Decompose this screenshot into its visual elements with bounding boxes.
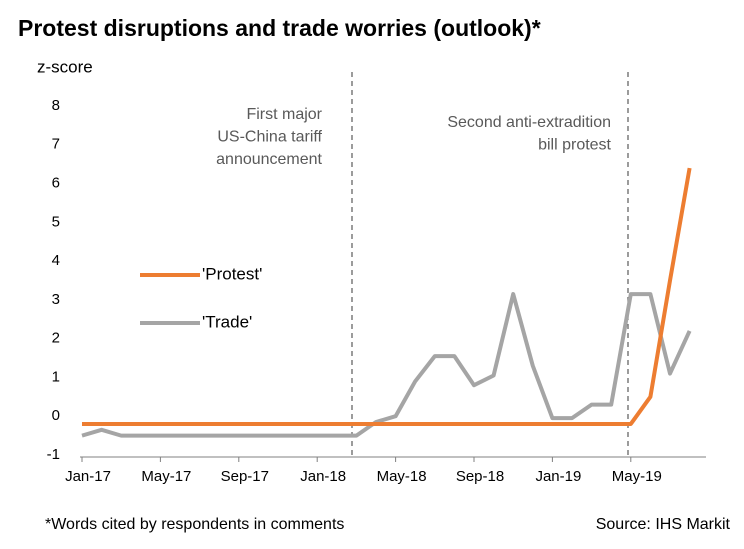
y-tick-label: 6: [52, 175, 60, 192]
x-tick-label: May-18: [377, 468, 427, 485]
y-tick-label: 8: [52, 97, 60, 114]
annotation: First major: [246, 106, 322, 123]
annotation: Second anti-extradition: [447, 114, 611, 131]
y-tick-label: 4: [52, 252, 60, 269]
y-tick-label: 1: [52, 368, 60, 385]
annotation: US-China tariff: [217, 129, 322, 146]
chart-title: Protest disruptions and trade worries (o…: [18, 15, 541, 41]
x-tick-label: Jan-18: [300, 468, 346, 485]
x-tick-label: Sep-17: [221, 468, 269, 485]
annotation: announcement: [216, 151, 322, 168]
source: Source: IHS Markit: [596, 516, 731, 533]
footnote: *Words cited by respondents in comments: [45, 516, 344, 533]
y-tick-label: 5: [52, 213, 60, 230]
series-line: [82, 167, 692, 426]
y-axis-label: z-score: [37, 57, 93, 76]
y-tick-label: 7: [52, 136, 60, 153]
legend-label: 'Protest': [202, 264, 262, 283]
x-tick-label: Jan-19: [535, 468, 581, 485]
x-tick-label: May-17: [141, 468, 191, 485]
y-tick-label: 2: [52, 330, 60, 347]
x-tick-label: Sep-18: [456, 468, 504, 485]
y-tick-label: 0: [52, 407, 60, 424]
y-tick-label: -1: [47, 446, 60, 463]
series-line: [81, 292, 692, 438]
x-tick-label: May-19: [612, 468, 662, 485]
x-tick-label: Jan-17: [65, 468, 111, 485]
legend-label: 'Trade': [202, 312, 252, 331]
annotation: bill protest: [538, 137, 611, 154]
y-tick-label: 3: [52, 291, 60, 308]
